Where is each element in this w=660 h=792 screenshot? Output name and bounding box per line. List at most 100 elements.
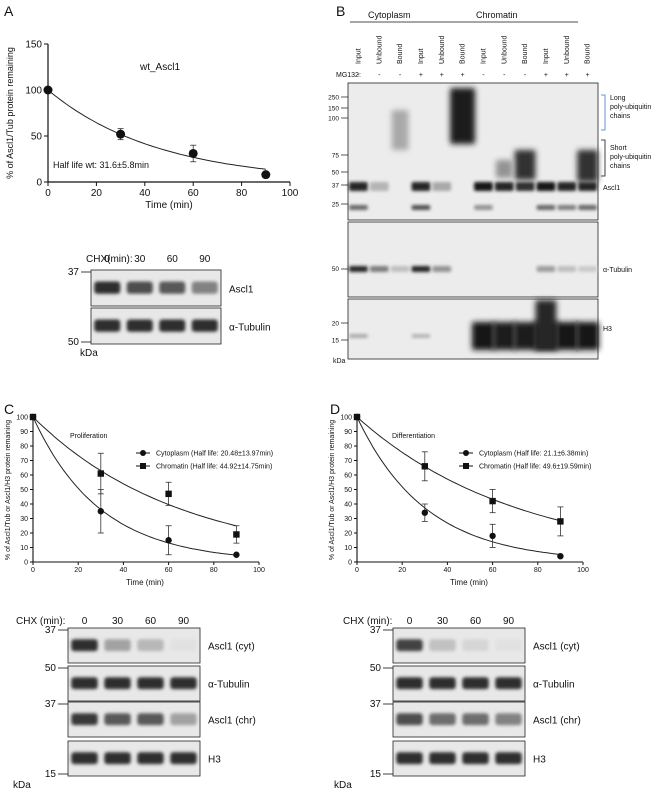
panel-c-xlabel: Time (min) (126, 578, 164, 587)
panel-a-chart: wt_Ascl1 % of Ascl1/Tub protein remainin… (5, 40, 299, 212)
cond-label: 60 (470, 616, 482, 627)
group-cytoplasm: Cytoplasm (368, 10, 411, 20)
x-tick-label: 100 (253, 567, 265, 574)
y-tick-label: 30 (20, 516, 28, 523)
mg132-sign: + (419, 72, 423, 79)
bracket-short-chains (601, 139, 606, 177)
blot-band (429, 752, 456, 765)
blot-band (396, 677, 423, 690)
data-point-circle (116, 129, 126, 139)
b-blot-band (578, 266, 597, 272)
b-blot-band (411, 266, 431, 272)
mg132-sign: + (565, 72, 569, 79)
blot-band (462, 752, 489, 765)
blot-band (429, 639, 456, 652)
y-tick-label: 10 (20, 545, 28, 552)
panel-c-chart: Proliferation % of Ascl1/Tub or Ascl1/H3… (5, 413, 273, 587)
blot-band (104, 639, 131, 652)
cond-label: 30 (437, 616, 449, 627)
x-tick-label: 60 (188, 188, 200, 199)
b-mw-marker: 50 (332, 170, 340, 177)
y-tick-label: 80 (20, 443, 28, 450)
x-tick-label: 0 (355, 567, 359, 574)
b-mw-marker: 100 (328, 116, 339, 123)
blot-band (429, 677, 456, 690)
b-mw-marker: 37 (332, 183, 340, 190)
b-mw-marker: 25 (332, 202, 340, 209)
b-blot-band (557, 266, 577, 272)
x-tick-label: 20 (91, 188, 103, 199)
cond-label: 0 (407, 616, 413, 627)
data-point-circle (165, 537, 172, 544)
mg132-sign: - (482, 72, 485, 79)
panel-a-ylabel: % of Ascl1/Tub protein remaining (5, 47, 15, 179)
blot-band (94, 281, 121, 294)
panel-d-cond-label: CHX (min): (343, 616, 392, 627)
lane-label: Input (418, 48, 425, 64)
b-blot-band (471, 322, 495, 350)
blot-band (170, 752, 197, 765)
cond-label: 30 (134, 254, 146, 265)
blot-band (94, 319, 121, 332)
panel-d-xlabel: Time (min) (450, 578, 488, 587)
b-blot-band (555, 322, 579, 350)
b-blot-strip (347, 221, 599, 298)
mw-marker: 37 (370, 625, 382, 636)
b-blot-band (495, 160, 513, 178)
y-tick-label: 100 (16, 414, 28, 421)
lane-label: Bound (460, 44, 467, 64)
b-blot-band (577, 150, 598, 182)
lane-label: Unbound (376, 35, 383, 64)
blot-row-label: H3 (208, 755, 221, 766)
panel-a-blot: CHX(min): kDa 0 30 60 90 Ascl1 37 α-Tubulin 50 (68, 254, 271, 359)
y-tick-label: 50 (20, 487, 28, 494)
panel-letter-c: C (4, 401, 14, 417)
b-blot-band (411, 205, 431, 210)
blot-row-label: Ascl1 (chr) (533, 716, 581, 727)
fit-curve (47, 89, 266, 170)
blot-row-label: Ascl1 (cyt) (533, 642, 580, 653)
blot-band (104, 752, 131, 765)
data-point-square (29, 413, 37, 421)
blot-band (191, 319, 218, 332)
b-blot-band (390, 266, 410, 272)
bracket-long-chains (601, 94, 606, 131)
panel-d-title: Differentiation (392, 433, 435, 440)
blot-band (462, 639, 489, 652)
data-point-square (557, 518, 564, 525)
y-tick-label: 90 (344, 429, 352, 436)
panel-letter-d: D (330, 401, 340, 417)
fit-curve (356, 416, 561, 555)
panel-a-cond-label: CHX(min): (86, 254, 133, 265)
y-tick-label: 0 (36, 178, 42, 189)
label-short-chains: poly-ubiquitin (610, 154, 651, 161)
label-h3: H3 (603, 326, 612, 333)
mg132-sign: - (357, 72, 360, 79)
blot-band (126, 319, 153, 332)
data-point-square (353, 413, 361, 421)
b-blot-band (492, 322, 516, 350)
mg132-sign: - (524, 72, 527, 79)
blot-band (71, 752, 98, 765)
panel-c-kda: kDa (13, 780, 31, 791)
lane-label: Input (480, 48, 487, 64)
blot-row-label: Ascl1 (cyt) (208, 642, 255, 653)
panel-letter-b: B (336, 3, 345, 19)
y-tick-label: 0 (24, 559, 28, 566)
lane-label: Bound (585, 44, 592, 64)
label-long-chains: chains (610, 113, 631, 120)
cond-label: 60 (167, 254, 179, 265)
mg132-label: MG132: (336, 72, 361, 79)
mg132-sign: + (586, 72, 590, 79)
data-point-circle (97, 508, 105, 515)
b-blot-band (536, 205, 556, 210)
b-blot-band (557, 182, 577, 191)
mw-marker: 15 (370, 769, 382, 780)
x-tick-label: 80 (210, 567, 218, 574)
data-point-circle (188, 148, 198, 158)
blot-band (137, 677, 164, 690)
x-tick-label: 0 (31, 567, 35, 574)
b-blot-band (349, 205, 368, 210)
data-point-circle (233, 551, 240, 558)
label-short-chains: chains (610, 163, 631, 170)
